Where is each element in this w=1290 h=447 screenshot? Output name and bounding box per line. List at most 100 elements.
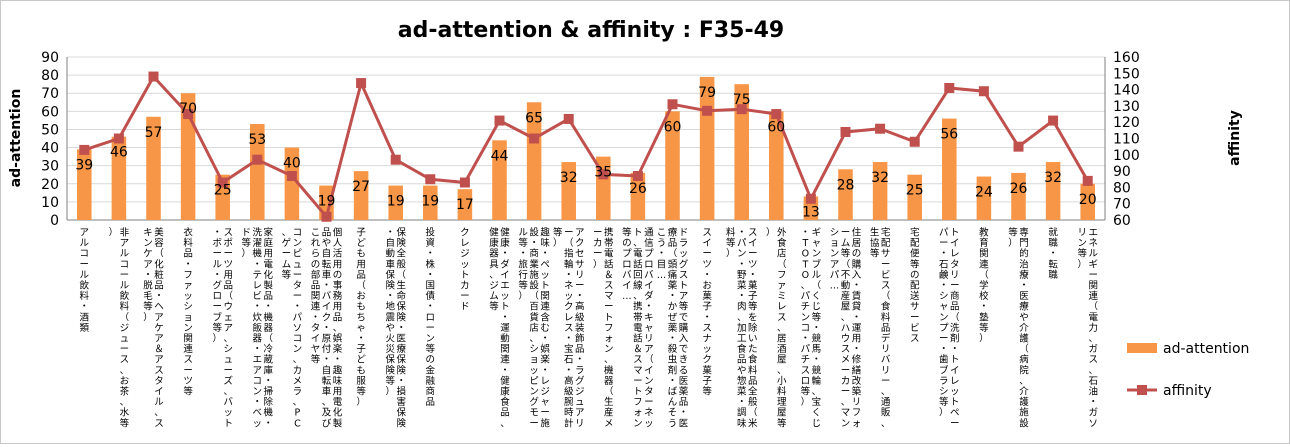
bar-data-label: 28 xyxy=(837,177,855,193)
y-left-tick-label: 80 xyxy=(41,68,59,84)
bar-data-label: 56 xyxy=(940,127,958,143)
affinity-point xyxy=(632,170,643,181)
y-right-tick-label: 100 xyxy=(1113,148,1140,164)
bar xyxy=(1045,162,1061,220)
bar-data-label: 27 xyxy=(352,179,370,195)
bar-data-label: 35 xyxy=(594,165,612,181)
bar-data-label: 57 xyxy=(145,125,163,141)
affinity-point xyxy=(459,177,470,188)
bar xyxy=(77,149,92,220)
bar xyxy=(111,136,127,220)
bar-data-label: 39 xyxy=(75,157,93,173)
legend-line-label: affinity xyxy=(1163,383,1212,399)
bar-series xyxy=(77,76,1095,221)
affinity-point xyxy=(840,126,851,137)
x-axis-category-label: 宅配サービス（食料品デリバリー、通販、生協等 xyxy=(870,227,891,430)
y-right-tick-label: 160 xyxy=(1113,50,1140,66)
affinity-point xyxy=(771,109,782,120)
bar-data-label: 53 xyxy=(248,132,266,148)
affinity-point xyxy=(425,174,436,185)
y-right-tick-label: 90 xyxy=(1113,164,1131,180)
bar xyxy=(942,118,957,220)
affinity-point xyxy=(321,211,332,222)
x-axis-category-label: 家庭用電化製品・機器（冷蔵庫・掃除機・洗濯機・テレビ・炊飯器・エアコン・ベッド等… xyxy=(242,227,274,430)
affinity-point xyxy=(1013,141,1024,152)
data-labels: 39 46 57 70 25 53 40 19 27 19 19 17 44 65 32 35 26 60 79 75… xyxy=(75,85,1096,221)
bar xyxy=(561,162,576,220)
x-axis-category-label: 住居の購入・賃貸・運用・修繕改築リフォーム等（不動産屋、ハウスメーカー、マンショ… xyxy=(830,227,862,430)
bar-data-label: 19 xyxy=(421,194,439,210)
x-axis-category-label: スイーツ・菓子等を除いた食料品全般（米・パン・野菜・肉、加工食品や惣菜・調味料等… xyxy=(726,227,758,430)
bar xyxy=(388,185,403,220)
affinity-point xyxy=(494,115,505,126)
affinity-point xyxy=(563,113,574,124)
y-left-tick-label: 20 xyxy=(41,177,59,193)
legend-bar-label: ad-attention xyxy=(1163,341,1249,357)
bar-data-label: 25 xyxy=(214,183,232,199)
y-axis-right-title: affinity xyxy=(1227,110,1243,166)
y-left-tick-label: 70 xyxy=(41,86,59,102)
x-axis-category-label: スポーツ用品（ウェア、シューズ、バット・ボール・グローブ等） xyxy=(212,228,233,430)
affinity-line xyxy=(83,74,1090,220)
axes: 0102030405060708090607080901001101201301… xyxy=(41,50,1140,229)
bar-data-label: 26 xyxy=(629,181,647,197)
y-right-tick-label: 110 xyxy=(1113,132,1140,148)
bar xyxy=(457,189,473,220)
bar-data-label: 26 xyxy=(1010,181,1028,197)
y-right-tick-label: 130 xyxy=(1113,99,1140,115)
x-axis-category-label: 保険全般（生命保険・医療保険・損害保険・自動車保険・地震や火災保険等） xyxy=(385,227,406,430)
bar-data-label: 17 xyxy=(456,197,474,213)
y-right-tick-label: 140 xyxy=(1113,83,1140,99)
y-right-tick-label: 70 xyxy=(1113,197,1131,213)
x-axis-category-label: 衣料品・ファッション関連スーツ等 xyxy=(183,227,193,398)
bar xyxy=(665,111,680,220)
y-left-tick-label: 40 xyxy=(41,141,59,157)
x-axis-category-label: アクセサリー・高級装飾品・ラグジュアリー（指輪・ネックレス・宝石・高級腕時計等） xyxy=(553,227,585,430)
bar-data-label: 60 xyxy=(664,119,682,135)
bar xyxy=(250,124,265,220)
x-axis-category-label: ドラッグストア等で購入できる医薬品・医療品（頭痛薬・かぜ薬・殺虫剤・ばんそうこう… xyxy=(657,227,689,430)
bar-data-label: 32 xyxy=(560,170,578,186)
bar-data-label: 13 xyxy=(802,204,820,220)
x-axis-category-label: 専門的治療・医療や介護（病院、介護施設等） xyxy=(1008,227,1029,430)
bar-data-label: 40 xyxy=(283,156,301,172)
y-right-tick-label: 150 xyxy=(1113,66,1140,82)
bar xyxy=(180,93,196,220)
affinity-point xyxy=(978,86,989,97)
x-axis-category-label: 趣味・ペット関連含む・娯楽・レジャー施設・商業施設（百貨店、ショッピングモール等… xyxy=(518,227,550,430)
x-axis-category-label: エネルギー関連（電力、ガス、石油・ガソリン等） xyxy=(1077,228,1098,430)
affinity-point xyxy=(1082,175,1093,186)
affinity-point xyxy=(356,78,367,89)
y-left-tick-label: 90 xyxy=(41,50,59,66)
y-left-tick-label: 10 xyxy=(41,195,59,211)
x-axis-category-label: 携帯電話＆スマートフォン、機器（生産メーカー） xyxy=(593,227,614,430)
affinity-point xyxy=(252,154,263,165)
bar xyxy=(769,111,784,220)
x-axis-category-label: 外食店（ファミレス、居酒屋、小料理屋等） xyxy=(766,227,787,430)
bar xyxy=(1011,172,1026,220)
affinity-point xyxy=(286,170,297,181)
affinity-point xyxy=(390,154,401,165)
x-axis-category-label: 教育関連（学校・塾等） xyxy=(979,227,989,345)
bar-data-label: 79 xyxy=(698,85,716,101)
bar-data-label: 19 xyxy=(387,194,405,210)
y-left-tick-label: 30 xyxy=(41,159,59,175)
bar xyxy=(284,147,300,220)
x-axis-category-label: 非アルコール飲料（ジュース、お茶、水等） xyxy=(109,227,130,430)
x-axis-category-label: 宅配便等の配送サービス xyxy=(910,227,920,345)
x-axis-category-label: 子ども用品（おもちゃ・子ども服等） xyxy=(356,228,366,409)
bar-data-label: 46 xyxy=(110,145,128,161)
affinity-point xyxy=(529,133,540,144)
y-left-tick-label: 60 xyxy=(41,104,59,120)
bar xyxy=(146,116,161,220)
bar-data-label: 60 xyxy=(767,119,785,135)
affinity-point xyxy=(217,177,228,188)
bar-data-label: 70 xyxy=(179,101,197,117)
legend-line-marker xyxy=(1137,385,1147,395)
bar-data-label: 75 xyxy=(733,92,751,108)
bar-data-label: 44 xyxy=(491,148,509,164)
line-series xyxy=(79,71,1093,222)
affinity-point xyxy=(805,193,816,204)
affinity-point xyxy=(702,105,713,116)
